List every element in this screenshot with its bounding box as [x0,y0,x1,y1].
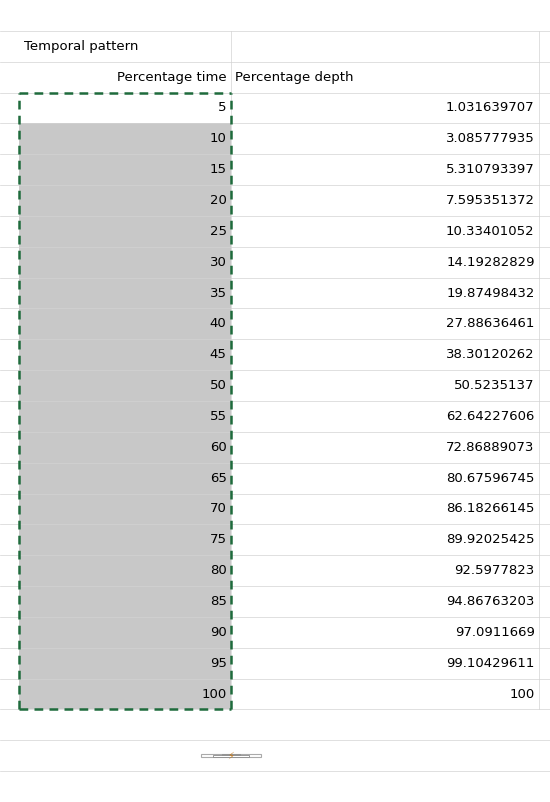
Text: 70: 70 [210,503,227,516]
Text: 75: 75 [210,533,227,546]
Text: 40: 40 [210,318,227,330]
Text: Percentage depth: Percentage depth [235,71,354,83]
Text: 60: 60 [210,441,227,454]
Bar [19,154,231,185]
Text: 100: 100 [201,687,227,700]
Bar [19,431,231,463]
Text: 20: 20 [210,194,227,207]
Bar [19,525,231,555]
Bar [201,754,261,757]
Text: 7.595351372: 7.595351372 [446,194,535,207]
Bar [19,648,231,678]
Text: 86.18266145: 86.18266145 [446,503,535,516]
Text: ⚡: ⚡ [228,751,234,760]
Text: 55: 55 [210,410,227,423]
Text: 5.310793397: 5.310793397 [446,163,535,176]
Bar [19,555,231,586]
Text: 50: 50 [210,379,227,392]
Text: 72.86889073: 72.86889073 [446,441,535,454]
Text: 99.10429611: 99.10429611 [446,657,535,670]
Text: 89.92025425: 89.92025425 [446,533,535,546]
Bar [19,339,231,371]
Text: 5: 5 [218,102,227,115]
Bar [19,216,231,247]
Text: 14.19282829: 14.19282829 [446,256,535,269]
Bar [19,371,231,401]
Bar [19,678,231,710]
Bar [19,401,231,431]
Bar [19,277,231,309]
Text: 100: 100 [509,687,535,700]
Text: Temporal pattern: Temporal pattern [24,40,138,53]
Text: Percentage time: Percentage time [117,71,227,83]
Bar [19,493,231,525]
Text: 94.86763203: 94.86763203 [446,595,535,608]
Text: 92.5977823: 92.5977823 [454,564,535,577]
Bar [19,92,231,124]
Text: 35: 35 [210,286,227,299]
Text: 19.87498432: 19.87498432 [446,286,535,299]
Text: 97.0911669: 97.0911669 [455,626,535,639]
Bar [19,586,231,617]
Text: 1.031639707: 1.031639707 [446,102,535,115]
Bar [19,247,231,277]
Text: 62.64227606: 62.64227606 [446,410,535,423]
Text: 80.67596745: 80.67596745 [446,472,535,484]
Bar [213,755,249,757]
Text: 80: 80 [210,564,227,577]
Text: 38.30120262: 38.30120262 [446,348,535,361]
Text: 65: 65 [210,472,227,484]
Bar [19,309,231,339]
Bar [19,617,231,648]
Text: 3.085777935: 3.085777935 [446,132,535,145]
Text: 27.88636461: 27.88636461 [446,318,535,330]
Text: 30: 30 [210,256,227,269]
Text: 90: 90 [210,626,227,639]
Text: 95: 95 [210,657,227,670]
Bar [19,185,231,216]
Text: 50.5235137: 50.5235137 [454,379,535,392]
Text: 10.33401052: 10.33401052 [446,225,535,238]
Text: 10: 10 [210,132,227,145]
Bar [19,124,231,154]
Text: 45: 45 [210,348,227,361]
Bar [19,463,231,493]
Text: 15: 15 [210,163,227,176]
Text: 25: 25 [210,225,227,238]
Text: 85: 85 [210,595,227,608]
